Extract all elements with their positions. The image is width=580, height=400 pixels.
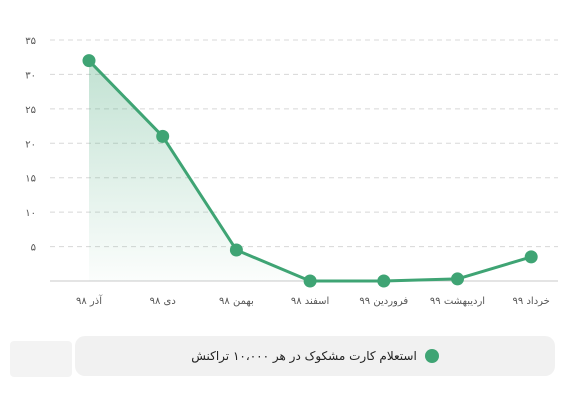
- area-fill: [89, 60, 311, 282]
- y-tick-label: ۱۵: [25, 174, 36, 185]
- y-tick-label: ۳۰: [25, 70, 36, 81]
- area-fill-shape: [89, 60, 311, 282]
- x-axis-ticks: آذر ۹۸ دی ۹۸ بهمن ۹۸ اسفند ۹۸ فروردین ۹۹ اردی…: [76, 294, 550, 307]
- x-tick-label: دی ۹۸: [150, 296, 176, 307]
- legend-label: استعلام کارت مشکوک در هر ۱۰،۰۰۰ تراکنش: [191, 349, 417, 363]
- y-axis-ticks: ۵ ۱۰ ۱۵ ۲۰ ۲۵ ۳۰ ۳۵: [25, 36, 36, 254]
- y-tick-label: ۵: [31, 243, 36, 254]
- y-tick-label: ۲۵: [25, 105, 36, 116]
- x-tick-label: بهمن ۹۸: [219, 296, 254, 307]
- data-point: [303, 274, 317, 288]
- data-point: [524, 250, 538, 264]
- y-tick-label: ۳۵: [25, 36, 36, 47]
- watermark-logo: [10, 341, 72, 377]
- data-point: [229, 243, 243, 257]
- data-point: [451, 272, 464, 286]
- x-tick-label: اردیبهشت ۹۹: [430, 296, 485, 307]
- legend-marker: [424, 349, 439, 363]
- x-tick-label: اسفند ۹۸: [291, 296, 329, 307]
- data-point: [82, 54, 96, 68]
- x-tick-label: خرداد ۹۹: [513, 296, 550, 307]
- data-point: [377, 274, 391, 288]
- y-tick-label: ۲۰: [25, 139, 36, 150]
- legend: استعلام کارت مشکوک در هر ۱۰،۰۰۰ تراکنش: [75, 336, 555, 376]
- data-point: [156, 129, 170, 143]
- y-tick-label: ۱۰: [25, 208, 36, 219]
- line-chart: ۵ ۱۰ ۱۵ ۲۰ ۲۵ ۳۰ ۳۵ آذر ۹۸ دی ۹۸ بهمن ۹۸ اسفند ۹۸…: [25, 36, 558, 307]
- x-tick-label: آذر ۹۸: [76, 294, 103, 307]
- x-tick-label: فروردین ۹۹: [359, 296, 408, 307]
- data-points: [82, 54, 538, 288]
